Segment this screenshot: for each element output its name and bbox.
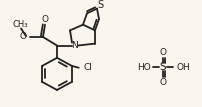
Text: O: O xyxy=(41,15,48,25)
Text: S: S xyxy=(97,0,103,10)
Text: S: S xyxy=(159,62,165,72)
Text: N: N xyxy=(71,41,78,50)
Text: OH: OH xyxy=(175,63,189,72)
Text: O: O xyxy=(159,78,166,87)
Text: HO: HO xyxy=(136,63,150,72)
Text: O: O xyxy=(159,48,166,57)
Text: CH₃: CH₃ xyxy=(12,20,28,29)
Text: O: O xyxy=(20,33,27,42)
Text: Cl: Cl xyxy=(83,63,92,72)
